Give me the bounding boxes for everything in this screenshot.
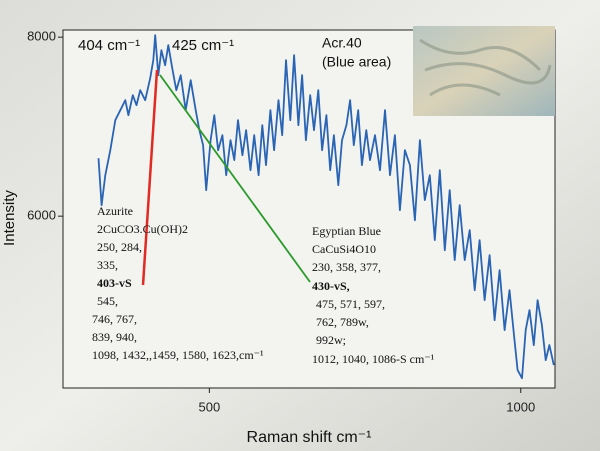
pointer-azurite — [141, 69, 159, 286]
y-tick-label: 8000 — [27, 29, 56, 44]
x-tick-label: 1000 — [506, 399, 535, 414]
peak-label: 425 cm⁻¹ — [172, 37, 234, 54]
pointer-egyptian-blue — [159, 74, 311, 283]
note-line: 1012, 1040, 1086-S cm⁻¹ — [312, 352, 435, 366]
note-line: 992w; — [316, 333, 346, 347]
note-line: 762, 789w, — [316, 315, 369, 329]
note-line: 430-vS, — [312, 279, 350, 293]
sample-photo-texture — [419, 38, 552, 97]
note-line: CaCuSi4O10 — [312, 242, 376, 256]
spectrum-line — [97, 34, 555, 380]
egyptian-blue-note: Egyptian Blue CaCuSi4O10 230, 358, 377, … — [312, 224, 435, 366]
note-line: 335, — [97, 258, 118, 272]
note-line: Azurite — [97, 204, 133, 218]
note-line: 746, 767, — [92, 312, 137, 326]
note-line: 545, — [97, 294, 118, 308]
x-tick-label: 500 — [199, 399, 221, 414]
sample-photo — [413, 26, 555, 116]
note-line: 230, 358, 377, — [312, 260, 381, 274]
note-line: 403-vS — [97, 276, 132, 290]
sample-label: Acr.40 — [322, 35, 362, 51]
y-tick-label: 6000 — [27, 208, 56, 223]
y-axis-label: Intensity — [1, 190, 18, 246]
note-line: Egyptian Blue — [312, 224, 381, 238]
note-line: 1098, 1432,,1459, 1580, 1623,cm⁻¹ — [92, 348, 264, 362]
note-line: 839, 940, — [92, 330, 137, 344]
note-line: 250, 284, — [97, 240, 142, 254]
azurite-note: Azurite 2CuCO3.Cu(OH)2 250, 284, 335, 40… — [92, 204, 264, 362]
note-line: 475, 571, 597, — [316, 297, 385, 311]
x-axis-label: Raman shift cm⁻¹ — [247, 429, 372, 446]
peak-label: 404 cm⁻¹ — [78, 37, 140, 54]
note-line: 2CuCO3.Cu(OH)2 — [97, 222, 188, 236]
sample-label: (Blue area) — [322, 54, 391, 70]
